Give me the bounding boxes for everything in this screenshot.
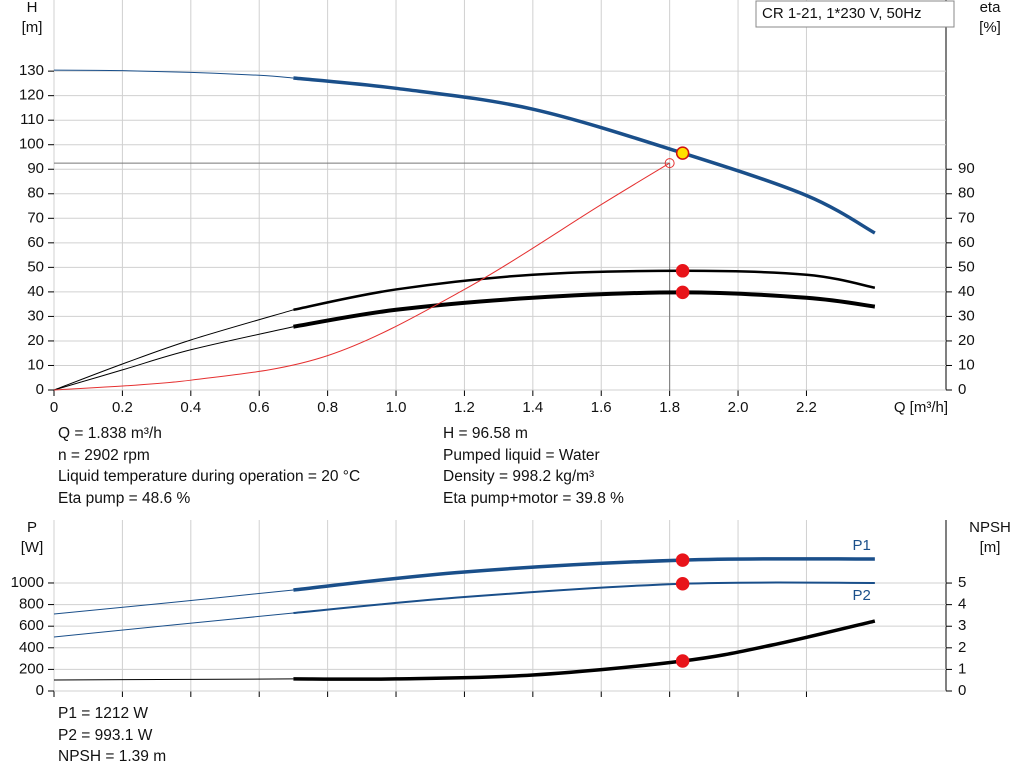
x-tick-label: 1.4 — [522, 399, 543, 416]
y-tick-label: 120 — [19, 87, 44, 104]
operating-point — [675, 285, 690, 300]
duty-point — [664, 158, 675, 169]
y-axis-label: P — [27, 519, 37, 536]
y2-tick-label: 60 — [958, 234, 975, 251]
curve — [293, 581, 875, 615]
operating-point — [675, 264, 690, 278]
info-text: n = 2902 rpm — [58, 446, 150, 464]
y-tick-label: 130 — [19, 62, 44, 79]
curve — [293, 557, 875, 592]
info-text: P2 = 993.1 W — [58, 726, 153, 744]
info-text: H = 96.58 m — [443, 425, 528, 442]
y2-tick-label: 3 — [958, 617, 966, 634]
curve — [53, 326, 294, 391]
y2-tick-label: 1 — [958, 660, 966, 677]
x-tick-label: 0.8 — [317, 399, 338, 416]
curve — [53, 162, 670, 391]
y-tick-label: 200 — [19, 660, 44, 677]
info-text: Q = 1.838 m³/h — [58, 425, 162, 442]
operating-point — [675, 576, 690, 591]
x-tick-label: 1.8 — [659, 399, 680, 416]
y-tick-label: 90 — [27, 160, 44, 177]
y2-tick-label: 5 — [958, 574, 966, 591]
y-axis-label: H — [27, 0, 38, 16]
y2-axis-label: [m] — [980, 539, 1001, 556]
y2-axis-label: [%] — [979, 19, 1001, 36]
y-axis-label: [m] — [22, 19, 43, 36]
y-tick-label: 110 — [20, 111, 44, 128]
y-tick-label: 30 — [27, 307, 44, 324]
info-text: NPSH = 1.39 m — [58, 748, 167, 765]
y-tick-label: 0 — [36, 381, 44, 398]
info-text: P1 = 1212 W — [58, 705, 149, 722]
info-text: Liquid temperature during operation = 20… — [58, 468, 361, 485]
x-tick-label: 2.2 — [796, 399, 817, 416]
info-text: Pumped liquid = Water — [443, 446, 600, 464]
x-tick-label: 1.2 — [454, 399, 475, 416]
operating-point — [675, 146, 690, 160]
y2-tick-label: 90 — [958, 160, 975, 177]
y2-tick-label: 40 — [958, 283, 975, 300]
curve — [293, 619, 876, 681]
y2-tick-label: 20 — [958, 332, 975, 349]
y2-tick-label: 2 — [958, 639, 966, 656]
x-tick-label: 0.2 — [112, 399, 133, 416]
y-tick-label: 70 — [27, 209, 44, 226]
y-tick-label: 1000 — [11, 574, 44, 591]
y-tick-label: 400 — [19, 639, 44, 656]
y-tick-label: 50 — [27, 258, 44, 275]
curve — [293, 269, 876, 312]
y2-tick-label: 30 — [958, 307, 975, 324]
y-tick-label: 0 — [36, 682, 44, 699]
y2-axis-label: NPSH — [969, 519, 1011, 536]
chart-title: CR 1-21, 1*230 V, 50Hz — [762, 5, 922, 22]
y2-tick-label: 0 — [958, 381, 966, 398]
y-tick-label: 600 — [19, 617, 44, 634]
info-text: Eta pump+motor = 39.8 % — [443, 489, 624, 507]
y2-tick-label: 10 — [958, 356, 975, 373]
x-tick-label: 1.0 — [386, 399, 407, 416]
y2-tick-label: 70 — [958, 209, 975, 226]
curve — [53, 612, 294, 638]
x-tick-label: 0 — [50, 399, 58, 416]
x-tick-label: 0.4 — [180, 399, 201, 416]
x-tick-label: 2.0 — [728, 399, 749, 416]
y-tick-label: 40 — [27, 283, 44, 300]
y-tick-label: 60 — [27, 234, 44, 251]
y2-tick-label: 50 — [958, 258, 975, 275]
operating-point — [675, 553, 690, 567]
y2-tick-label: 4 — [958, 596, 966, 613]
y-axis-label: [W] — [21, 539, 44, 556]
y-tick-label: 800 — [19, 596, 44, 613]
curve — [53, 69, 294, 79]
y-tick-label: 10 — [27, 356, 44, 373]
operating-point — [675, 654, 690, 668]
curve — [53, 309, 294, 391]
curve — [293, 76, 876, 235]
info-text: Eta pump = 48.6 % — [58, 489, 191, 507]
y2-tick-label: 0 — [958, 682, 966, 699]
curve-label: P2 — [852, 587, 870, 604]
curve-label: P1 — [852, 537, 870, 554]
title-box — [755, 0, 955, 28]
y2-axis-label: eta — [980, 0, 1002, 16]
x-tick-label: 1.6 — [591, 399, 612, 416]
x-tick-label: 0.6 — [249, 399, 270, 416]
info-text: Density = 998.2 kg/m³ — [443, 468, 595, 485]
y-tick-label: 20 — [27, 332, 44, 349]
y2-tick-label: 80 — [958, 185, 975, 202]
curve — [53, 589, 294, 615]
curve — [293, 290, 876, 329]
y-tick-label: 100 — [19, 136, 44, 153]
curve — [53, 678, 294, 681]
y-tick-label: 80 — [27, 185, 44, 202]
x-axis-label: Q [m³/h] — [894, 399, 948, 416]
